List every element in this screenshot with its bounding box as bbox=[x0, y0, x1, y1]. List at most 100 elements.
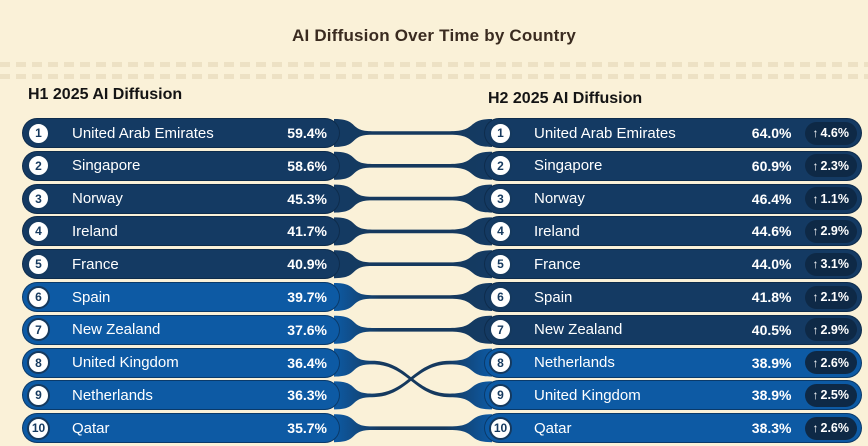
background-dash-texture bbox=[0, 74, 868, 79]
ranking-row: 2 Singapore 60.9% ↑ 2.3% bbox=[484, 150, 862, 181]
ranking-row: 8 Netherlands 38.9% ↑ 2.6% bbox=[484, 347, 862, 378]
ranking-row: 4 Ireland 44.6% ↑ 2.9% bbox=[484, 216, 862, 247]
ranking-row: 1 United Arab Emirates 64.0% ↑ 4.6% bbox=[484, 118, 862, 148]
rank-badge: 4 bbox=[27, 219, 50, 243]
rank-badge: 1 bbox=[489, 121, 512, 145]
ranking-row: 10 Qatar 35.7% bbox=[22, 413, 340, 444]
change-value: 2.9% bbox=[820, 224, 850, 239]
rank-badge: 5 bbox=[27, 252, 50, 276]
value-label: 38.9% bbox=[751, 354, 792, 371]
value-label: 59.4% bbox=[287, 125, 327, 141]
rank-badge: 3 bbox=[489, 187, 512, 211]
value-label: 41.8% bbox=[751, 289, 792, 305]
ranking-row: 5 France 44.0% ↑ 3.1% bbox=[484, 249, 862, 280]
ranking-row: 9 Netherlands 36.3% bbox=[22, 380, 340, 411]
rank-link bbox=[334, 414, 492, 443]
rank-badge: 6 bbox=[27, 285, 50, 309]
country-label: Norway bbox=[72, 190, 123, 208]
ranking-row: 9 United Kingdom 38.9% ↑ 2.5% bbox=[484, 380, 862, 411]
rank-badge: 2 bbox=[489, 154, 512, 178]
country-label: Spain bbox=[534, 288, 573, 306]
rank-badge: 6 bbox=[489, 285, 512, 309]
rank-badge: 1 bbox=[27, 121, 50, 145]
rank-link bbox=[334, 217, 492, 246]
value-label: 41.7% bbox=[287, 223, 327, 240]
rank-link bbox=[334, 119, 492, 147]
ranking-row: 8 United Kingdom 36.4% bbox=[22, 347, 340, 378]
value-label: 46.4% bbox=[751, 190, 792, 207]
chart-title: AI Diffusion Over Time by Country bbox=[292, 26, 576, 45]
country-label: Singapore bbox=[534, 157, 603, 175]
value-label: 39.7% bbox=[287, 289, 327, 305]
up-arrow-icon: ↑ bbox=[812, 421, 819, 436]
change-value: 2.3% bbox=[820, 158, 850, 173]
ranking-row: 6 Spain 41.8% ↑ 2.1% bbox=[484, 282, 862, 312]
ranking-row: 6 Spain 39.7% bbox=[22, 282, 340, 312]
change-badge: ↑ 2.5% bbox=[804, 383, 857, 407]
value-label: 38.3% bbox=[751, 420, 792, 437]
rank-badge: 9 bbox=[489, 383, 512, 407]
change-value: 2.6% bbox=[820, 421, 850, 436]
value-label: 60.9% bbox=[751, 157, 792, 174]
rank-badge: 8 bbox=[27, 351, 50, 375]
country-label: Spain bbox=[72, 288, 111, 306]
value-label: 45.3% bbox=[287, 190, 327, 207]
change-badge: ↑ 2.1% bbox=[804, 285, 857, 309]
up-arrow-icon: ↑ bbox=[812, 388, 819, 403]
rank-link bbox=[334, 348, 492, 410]
change-badge: ↑ 2.6% bbox=[804, 416, 857, 440]
rank-badge: 4 bbox=[489, 219, 512, 243]
country-label: Ireland bbox=[72, 222, 118, 240]
ranking-row: 3 Norway 46.4% ↑ 1.1% bbox=[484, 183, 862, 214]
change-value: 3.1% bbox=[820, 257, 850, 272]
value-label: 64.0% bbox=[751, 125, 792, 141]
change-badge: ↑ 2.9% bbox=[804, 219, 857, 243]
ranking-row: 3 Norway 45.3% bbox=[22, 183, 340, 214]
rank-badge: 10 bbox=[489, 416, 512, 440]
ranking-row: 7 New Zealand 40.5% ↑ 2.9% bbox=[484, 314, 862, 345]
country-label: France bbox=[534, 255, 581, 273]
change-value: 1.1% bbox=[820, 191, 850, 206]
rank-badge: 5 bbox=[489, 252, 512, 276]
ranking-row: 5 France 40.9% bbox=[22, 249, 340, 280]
country-label: New Zealand bbox=[72, 321, 161, 339]
background-dash-texture bbox=[0, 62, 868, 67]
country-label: United Arab Emirates bbox=[72, 124, 214, 142]
value-label: 36.3% bbox=[287, 387, 327, 404]
ranking-row: 10 Qatar 38.3% ↑ 2.6% bbox=[484, 413, 862, 444]
panel-header-h1: H1 2025 AI Diffusion bbox=[28, 86, 183, 103]
ranking-row: 7 New Zealand 37.6% bbox=[22, 314, 340, 345]
country-label: United Arab Emirates bbox=[534, 124, 676, 142]
country-label: Qatar bbox=[72, 419, 110, 437]
ranking-row: 2 Singapore 58.6% bbox=[22, 150, 340, 181]
rank-badge: 2 bbox=[27, 154, 50, 178]
country-label: Norway bbox=[534, 190, 585, 208]
change-value: 2.1% bbox=[820, 290, 850, 304]
change-value: 4.6% bbox=[820, 126, 850, 140]
country-label: Netherlands bbox=[72, 386, 153, 404]
up-arrow-icon: ↑ bbox=[812, 322, 819, 337]
country-label: United Kingdom bbox=[72, 354, 179, 372]
up-arrow-icon: ↑ bbox=[812, 126, 819, 140]
value-label: 44.6% bbox=[751, 223, 792, 240]
value-label: 36.4% bbox=[287, 354, 327, 371]
rank-badge: 9 bbox=[27, 383, 50, 407]
value-label: 40.5% bbox=[751, 321, 792, 338]
country-label: France bbox=[72, 255, 119, 273]
country-label: New Zealand bbox=[534, 321, 623, 339]
change-badge: ↑ 3.1% bbox=[804, 252, 857, 276]
value-label: 40.9% bbox=[287, 256, 327, 273]
change-value: 2.9% bbox=[820, 322, 850, 337]
up-arrow-icon: ↑ bbox=[812, 191, 819, 206]
value-label: 37.6% bbox=[287, 321, 327, 338]
rank-badge: 3 bbox=[27, 187, 50, 211]
rank-badge: 7 bbox=[489, 318, 512, 342]
rank-link bbox=[334, 250, 492, 279]
up-arrow-icon: ↑ bbox=[812, 290, 819, 304]
value-label: 44.0% bbox=[751, 256, 792, 273]
value-label: 38.9% bbox=[751, 387, 792, 404]
up-arrow-icon: ↑ bbox=[812, 224, 819, 239]
country-label: Netherlands bbox=[534, 354, 615, 372]
